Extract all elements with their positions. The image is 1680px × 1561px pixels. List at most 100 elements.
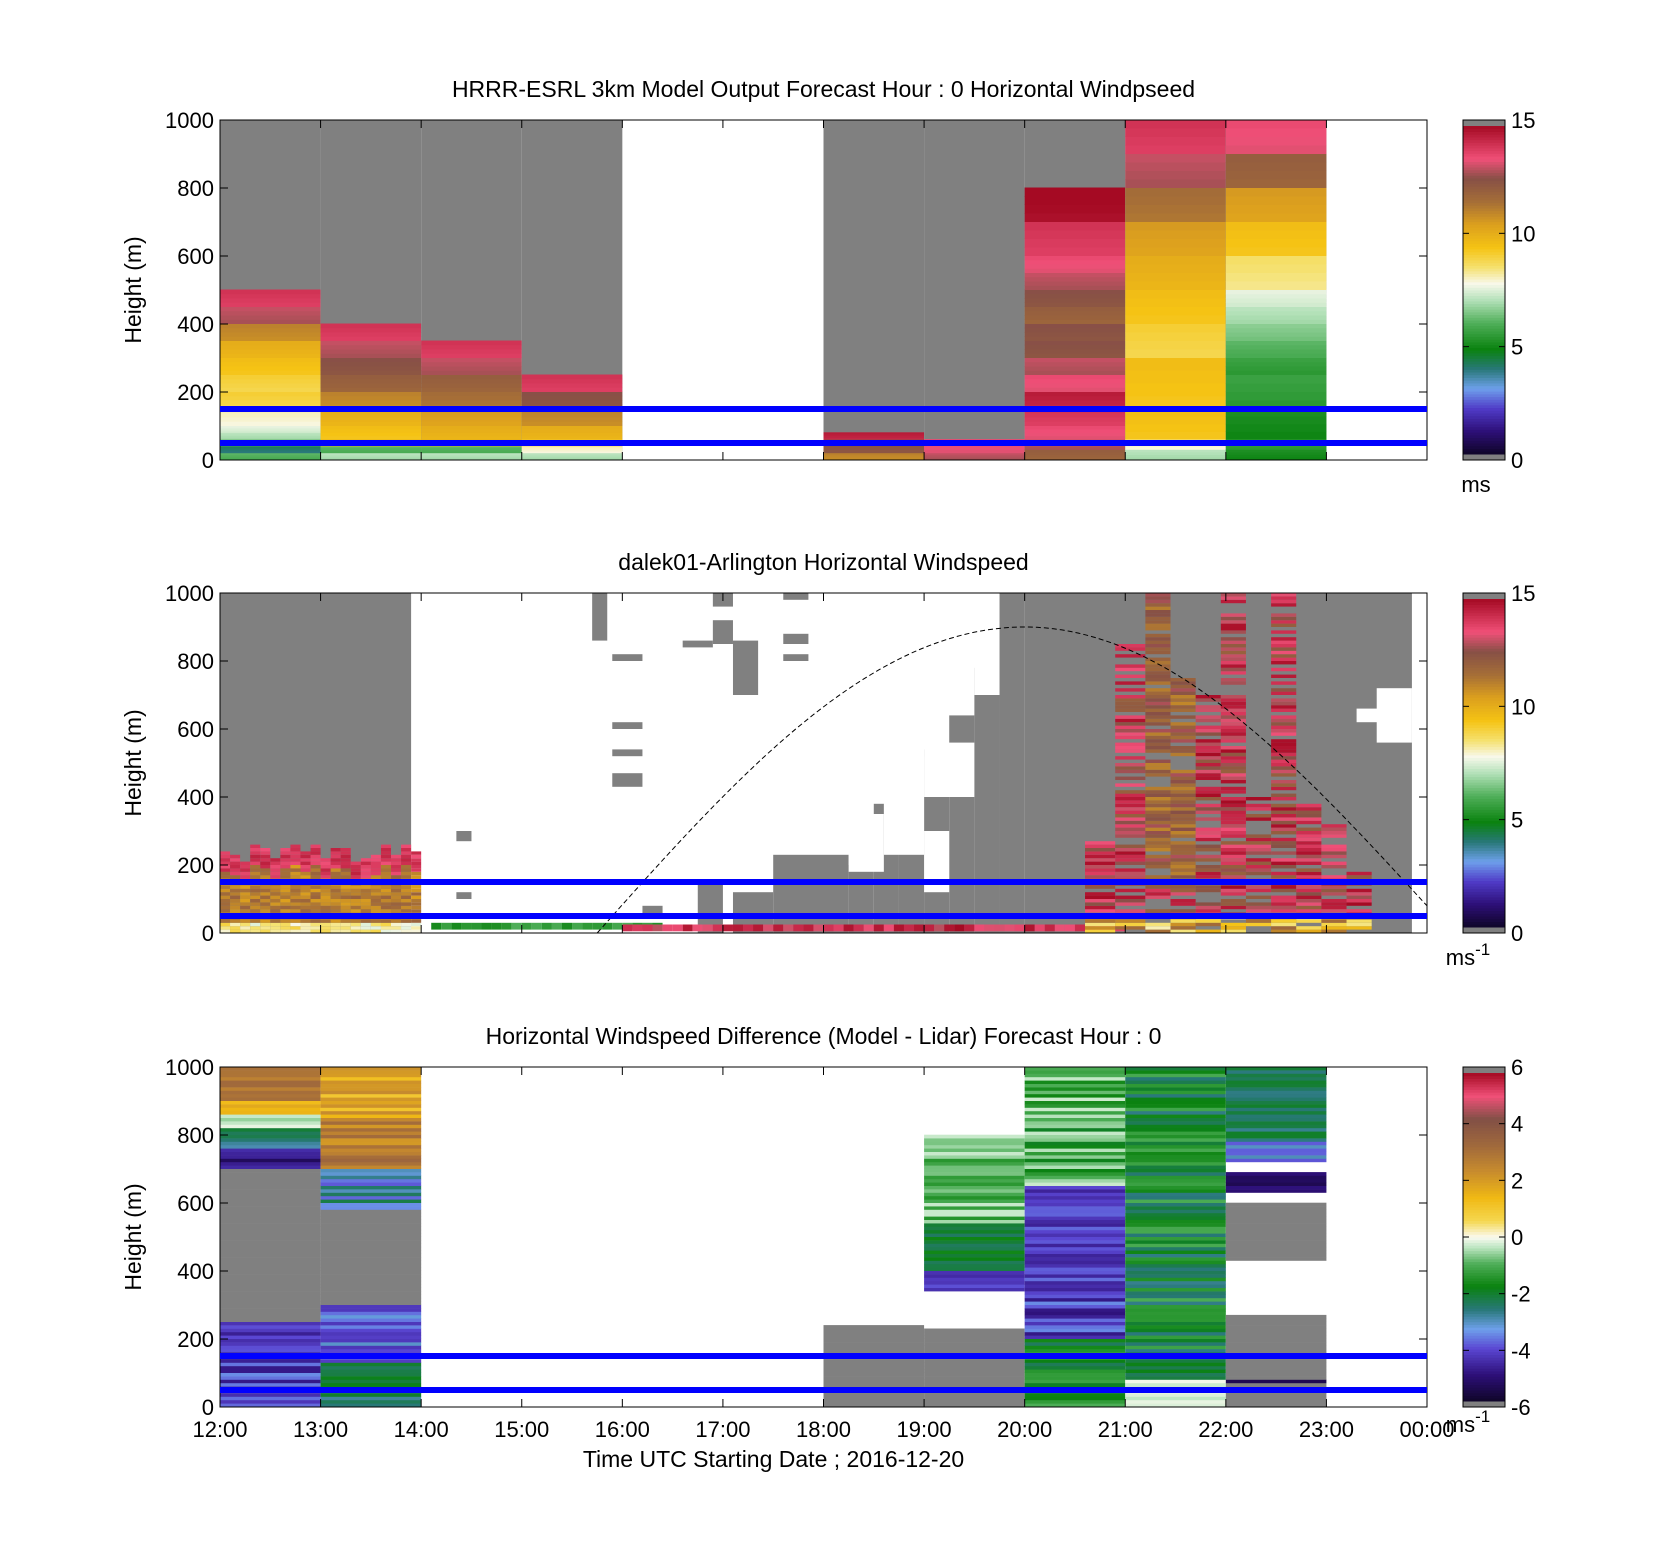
model-cell	[220, 315, 321, 320]
model-cell	[220, 400, 321, 405]
model-cell	[1024, 310, 1126, 316]
lidar-cell	[330, 858, 341, 862]
diff-cell	[220, 1080, 321, 1084]
lidar-cell	[401, 892, 412, 896]
lidar-cell	[1245, 803, 1272, 808]
model-cell	[1024, 247, 1126, 256]
lidar-cell	[300, 926, 311, 930]
lidar-cell	[340, 922, 351, 927]
lidar-cell	[1220, 630, 1246, 634]
colorbar-swatch	[1463, 1141, 1505, 1145]
diff-cell	[1225, 1127, 1327, 1132]
model-cell	[1024, 264, 1126, 269]
lidar-cell	[1271, 769, 1297, 774]
lidar-cell	[501, 922, 512, 930]
diff-cell	[1225, 1202, 1327, 1207]
lidar-cell	[511, 922, 522, 930]
diff-cell	[1225, 1246, 1327, 1251]
lidar-cell	[240, 905, 251, 910]
lidar-cell	[763, 924, 774, 932]
lidar-cell	[1271, 756, 1297, 760]
diff-cell	[1125, 1301, 1226, 1305]
colorbar-swatch	[1463, 1111, 1505, 1115]
lidar-cell	[1145, 640, 1171, 644]
colorbar-cap	[1463, 454, 1505, 460]
lidar-cell	[1245, 807, 1272, 811]
lidar-cell	[783, 924, 794, 932]
colorbar-swatch	[1463, 287, 1505, 291]
diff-cell	[1125, 1138, 1226, 1142]
lidar-cell	[974, 924, 985, 932]
diff-cell	[823, 1369, 925, 1373]
lidar-cell	[411, 895, 422, 899]
lidar-cell	[1220, 810, 1246, 814]
lidar-cell	[1271, 705, 1297, 709]
model-cell	[220, 454, 321, 457]
diff-cell	[1024, 1209, 1126, 1214]
lidar-cell	[1296, 851, 1322, 855]
x-axis-label: Time UTC Starting Date ; 2016-12-20	[583, 1446, 964, 1472]
diff-cell	[1125, 1284, 1226, 1288]
diff-cell	[1225, 1117, 1327, 1122]
lidar-cell	[1115, 820, 1146, 825]
lidar-cell	[340, 902, 351, 906]
colorbar-swatch	[1463, 164, 1505, 168]
lidar-cell	[1271, 739, 1297, 743]
model-cell	[220, 374, 321, 380]
diff-cell	[1225, 1121, 1327, 1125]
lidar-cell	[230, 871, 241, 876]
diff-cell	[220, 1219, 321, 1224]
colorbar-swatch	[1463, 705, 1505, 709]
model-cell	[1024, 289, 1126, 295]
colorbar-swatch	[1463, 741, 1505, 745]
model-cell	[1125, 431, 1226, 440]
diff-cell	[320, 1206, 422, 1210]
lidar-cell	[411, 858, 422, 862]
diff-cell	[320, 1209, 422, 1214]
y-tick-label: 400	[177, 1259, 214, 1284]
lidar-cell	[1271, 919, 1297, 923]
lidar-cell	[682, 924, 693, 932]
colorbar-tick-label: 0	[1511, 448, 1523, 473]
lidar-cell	[360, 875, 371, 879]
diff-cell	[1125, 1070, 1226, 1074]
colorbar-swatch	[1463, 1288, 1505, 1293]
lidar-cell	[1220, 637, 1246, 641]
diff-cell	[1125, 1189, 1226, 1193]
diff-cell	[1125, 1250, 1226, 1254]
model-cell	[1125, 349, 1226, 358]
lidar-cell	[1220, 820, 1246, 825]
lidar-cell	[240, 888, 251, 893]
colorbar-swatch	[1463, 858, 1505, 862]
lidar-cell	[481, 922, 492, 930]
lidar-cell	[1145, 841, 1171, 845]
lidar-cell	[370, 926, 381, 930]
lidar-cell	[1271, 875, 1297, 879]
colorbar-swatch	[1463, 828, 1505, 832]
lidar-cell	[1195, 807, 1221, 811]
colorbar-swatch	[1463, 404, 1505, 409]
lidar-cell	[1296, 803, 1322, 808]
lidar-cell	[1220, 871, 1246, 876]
diff-cell	[1024, 1110, 1126, 1115]
lidar-cell	[320, 902, 331, 906]
lidar-cell	[330, 865, 341, 869]
model-cell	[1024, 412, 1126, 418]
lidar-cell	[1346, 909, 1372, 913]
diff-cell	[220, 1155, 321, 1159]
lidar-cell	[370, 902, 381, 906]
diff-cell	[1024, 1185, 1126, 1190]
model-cell	[1225, 332, 1327, 337]
diff-cell	[924, 1155, 1025, 1159]
colorbar-swatch	[1463, 1267, 1505, 1271]
colorbar-swatch	[1463, 776, 1505, 780]
model-cell	[320, 412, 422, 418]
lidar-cell	[350, 902, 361, 906]
lidar-cell	[260, 848, 271, 852]
diff-cell	[1125, 1257, 1226, 1261]
model-cell	[320, 451, 422, 454]
lidar-cell	[1220, 708, 1246, 712]
y-tick-label: 800	[177, 1123, 214, 1148]
model-cell	[421, 400, 522, 405]
diff-cell	[220, 1144, 321, 1149]
